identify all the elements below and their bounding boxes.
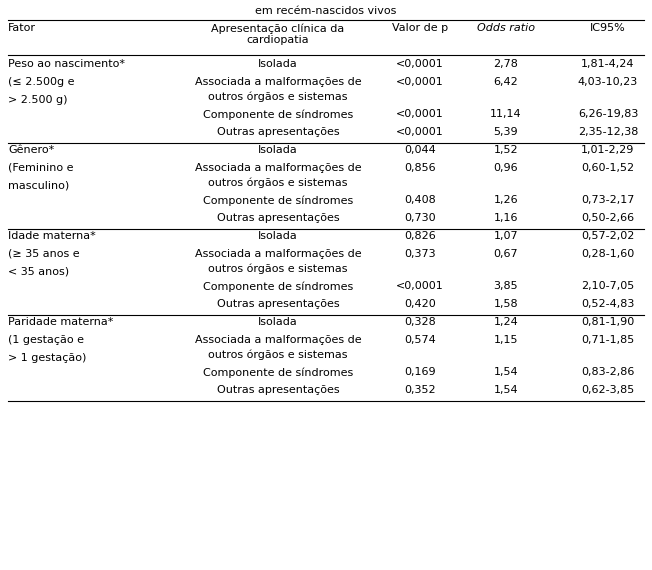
Text: Fator: Fator: [8, 23, 36, 33]
Text: Componente de síndromes: Componente de síndromes: [203, 109, 353, 120]
Text: (Feminino e: (Feminino e: [8, 163, 74, 173]
Text: 2,78: 2,78: [494, 59, 518, 69]
Text: 0,28-1,60: 0,28-1,60: [582, 249, 634, 259]
Text: 0,52-4,83: 0,52-4,83: [582, 299, 634, 309]
Text: 1,16: 1,16: [494, 213, 518, 223]
Text: (1 gestação e: (1 gestação e: [8, 335, 84, 345]
Text: Isolada: Isolada: [258, 317, 298, 327]
Text: 0,169: 0,169: [404, 367, 436, 377]
Text: <0,0001: <0,0001: [396, 59, 444, 69]
Text: outros órgãos e sistemas: outros órgãos e sistemas: [208, 263, 348, 274]
Text: < 35 anos): < 35 anos): [8, 267, 69, 277]
Text: <0,0001: <0,0001: [396, 109, 444, 119]
Text: 1,54: 1,54: [494, 367, 518, 377]
Text: 11,14: 11,14: [490, 109, 522, 119]
Text: 1,54: 1,54: [494, 385, 518, 395]
Text: 0,826: 0,826: [404, 231, 436, 241]
Text: 0,420: 0,420: [404, 299, 436, 309]
Text: 1,07: 1,07: [494, 231, 518, 241]
Text: 1,26: 1,26: [494, 195, 518, 205]
Text: Outras apresentações: Outras apresentações: [216, 299, 339, 309]
Text: <0,0001: <0,0001: [396, 281, 444, 291]
Text: 1,52: 1,52: [494, 145, 518, 155]
Text: Associada a malformações de: Associada a malformações de: [195, 249, 361, 259]
Text: cardiopatia: cardiopatia: [246, 35, 309, 45]
Text: (≥ 35 anos e: (≥ 35 anos e: [8, 249, 80, 259]
Text: <0,0001: <0,0001: [396, 77, 444, 87]
Text: 0,044: 0,044: [404, 145, 436, 155]
Text: 0,574: 0,574: [404, 335, 436, 345]
Text: outros órgãos e sistemas: outros órgãos e sistemas: [208, 349, 348, 360]
Text: Odds ratio: Odds ratio: [477, 23, 535, 33]
Text: 1,58: 1,58: [494, 299, 518, 309]
Text: Isolada: Isolada: [258, 59, 298, 69]
Text: Outras apresentações: Outras apresentações: [216, 385, 339, 395]
Text: Componente de síndromes: Componente de síndromes: [203, 367, 353, 377]
Text: 3,85: 3,85: [494, 281, 518, 291]
Text: outros órgãos e sistemas: outros órgãos e sistemas: [208, 91, 348, 101]
Text: 0,67: 0,67: [494, 249, 518, 259]
Text: Peso ao nascimento*: Peso ao nascimento*: [8, 59, 125, 69]
Text: 0,328: 0,328: [404, 317, 436, 327]
Text: 0,57-2,02: 0,57-2,02: [582, 231, 634, 241]
Text: Idade materna*: Idade materna*: [8, 231, 96, 241]
Text: Gênero*: Gênero*: [8, 145, 54, 155]
Text: 0,373: 0,373: [404, 249, 436, 259]
Text: > 2.500 g): > 2.500 g): [8, 95, 68, 105]
Text: 1,15: 1,15: [494, 335, 518, 345]
Text: outros órgãos e sistemas: outros órgãos e sistemas: [208, 177, 348, 188]
Text: Isolada: Isolada: [258, 231, 298, 241]
Text: 0,96: 0,96: [494, 163, 518, 173]
Text: Outras apresentações: Outras apresentações: [216, 127, 339, 137]
Text: Paridade materna*: Paridade materna*: [8, 317, 113, 327]
Text: 0,408: 0,408: [404, 195, 436, 205]
Text: Isolada: Isolada: [258, 145, 298, 155]
Text: 0,60-1,52: 0,60-1,52: [582, 163, 634, 173]
Text: <0,0001: <0,0001: [396, 127, 444, 137]
Text: 2,35-12,38: 2,35-12,38: [578, 127, 638, 137]
Text: 2,10-7,05: 2,10-7,05: [582, 281, 634, 291]
Text: em recém-nascidos vivos: em recém-nascidos vivos: [256, 6, 396, 16]
Text: Valor de p: Valor de p: [392, 23, 448, 33]
Text: 0,352: 0,352: [404, 385, 436, 395]
Text: 6,26-19,83: 6,26-19,83: [578, 109, 638, 119]
Text: 0,83-2,86: 0,83-2,86: [582, 367, 634, 377]
Text: Associada a malformações de: Associada a malformações de: [195, 77, 361, 87]
Text: 1,81-4,24: 1,81-4,24: [581, 59, 635, 69]
Text: 0,71-1,85: 0,71-1,85: [582, 335, 634, 345]
Text: 5,39: 5,39: [494, 127, 518, 137]
Text: 0,730: 0,730: [404, 213, 436, 223]
Text: Outras apresentações: Outras apresentações: [216, 213, 339, 223]
Text: 1,01-2,29: 1,01-2,29: [582, 145, 634, 155]
Text: 0,81-1,90: 0,81-1,90: [582, 317, 634, 327]
Text: 0,50-2,66: 0,50-2,66: [582, 213, 634, 223]
Text: 0,73-2,17: 0,73-2,17: [582, 195, 634, 205]
Text: Associada a malformações de: Associada a malformações de: [195, 163, 361, 173]
Text: 4,03-10,23: 4,03-10,23: [578, 77, 638, 87]
Text: 0,856: 0,856: [404, 163, 436, 173]
Text: 0,62-3,85: 0,62-3,85: [582, 385, 634, 395]
Text: 1,24: 1,24: [494, 317, 518, 327]
Text: (≤ 2.500g e: (≤ 2.500g e: [8, 77, 74, 87]
Text: Apresentação clínica da: Apresentação clínica da: [211, 23, 345, 34]
Text: > 1 gestação): > 1 gestação): [8, 353, 86, 363]
Text: masculino): masculino): [8, 181, 69, 191]
Text: IC95%: IC95%: [590, 23, 626, 33]
Text: Componente de síndromes: Componente de síndromes: [203, 281, 353, 291]
Text: Associada a malformações de: Associada a malformações de: [195, 335, 361, 345]
Text: Componente de síndromes: Componente de síndromes: [203, 195, 353, 206]
Text: 6,42: 6,42: [494, 77, 518, 87]
